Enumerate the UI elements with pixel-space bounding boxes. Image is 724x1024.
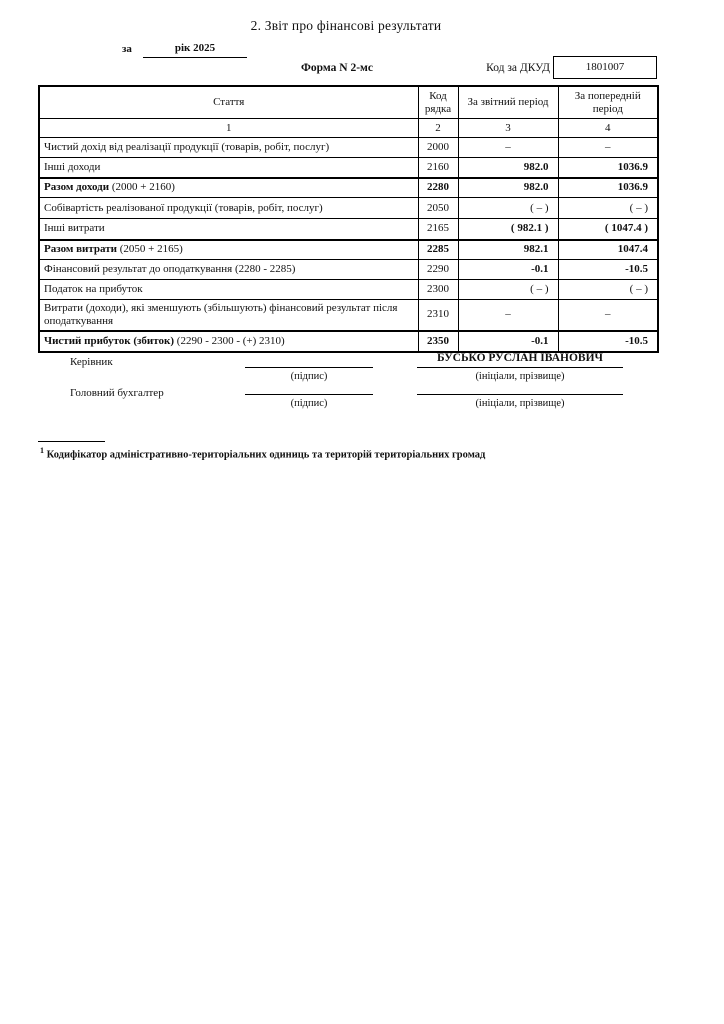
row-formula: (2000 + 2160) [111, 181, 175, 194]
period-value: рік 2025 [143, 42, 247, 58]
accountant-signature-line [245, 380, 373, 395]
row-label: Чистий дохід від реалізації продукції (т… [44, 141, 330, 153]
reporting-value: – [457, 137, 559, 158]
col-number-3: 3 [457, 118, 559, 138]
row-code: 2160 [417, 157, 459, 178]
row-label: Інші витрати [44, 222, 105, 235]
column-numbers-row: 1 2 3 4 [38, 118, 659, 138]
director-label: Керівник [70, 356, 113, 368]
table-header-row: Стаття Код рядка За звітний період За по… [38, 85, 659, 119]
previous-value: ( – ) [557, 197, 659, 219]
row-label: Разом доходи [44, 181, 110, 194]
director-name: БУСЬКО РУСЛАН ІВАНОВИЧ [417, 352, 623, 368]
col-header-article: Стаття [38, 85, 419, 119]
table-row-2050: Собівартість реалізованої продукції (тов… [38, 197, 659, 219]
previous-value: 1036.9 [557, 176, 659, 198]
initials-caption: (ініціали, прізвище) [475, 371, 565, 382]
col-header-code: Код рядка [417, 85, 459, 119]
row-code: 2000 [417, 137, 459, 158]
table-row-2300: Податок на прибуток 2300 ( – ) ( – ) [38, 279, 659, 300]
row-code: 2350 [417, 329, 459, 352]
row-code: 2290 [417, 259, 459, 280]
footnote-text: Кодифікатор адміністративно-територіальн… [46, 449, 486, 461]
table-row-2280: Разом доходи (2000 + 2160) 2280 982.0 10… [38, 176, 659, 198]
row-label: Чистий прибуток (збиток) [44, 334, 175, 347]
reporting-value: 982.1 [457, 238, 559, 260]
accountant-name-line [417, 380, 623, 395]
financial-results-table: Стаття Код рядка За звітний період За по… [38, 85, 659, 353]
row-label: Інші доходи [44, 160, 101, 173]
reporting-value: ( – ) [457, 197, 559, 219]
col-number-1: 1 [38, 118, 419, 138]
reporting-value: -0.1 [457, 259, 559, 280]
table-row-2290: Фінансовий результат до оподаткування (2… [38, 259, 659, 280]
row-code: 2310 [417, 299, 459, 331]
previous-value: ( – ) [557, 279, 659, 300]
signature-caption: (підпис) [290, 398, 328, 409]
reporting-value: – [457, 299, 559, 331]
reporting-value: 982.0 [457, 157, 559, 178]
previous-value: 1047.4 [557, 238, 659, 260]
row-code: 2280 [417, 176, 459, 198]
row-label: Податок на прибуток [44, 283, 143, 295]
table-row-2285: Разом витрати (2050 + 2165) 2285 982.1 1… [38, 238, 659, 260]
dkud-code-value: 1801007 [553, 56, 657, 79]
signature-caption: (підпис) [290, 371, 328, 382]
dkud-code-label: Код за ДКУД [486, 62, 550, 74]
footnote-divider [38, 441, 105, 442]
reporting-value: ( 982.1 ) [457, 218, 559, 240]
reporting-value: -0.1 [457, 329, 559, 352]
previous-value: -10.5 [557, 259, 659, 280]
page-title: 2. Звіт про фінансові результати [250, 18, 442, 33]
row-label: Витрати (доходи), які зменшують (збільшу… [44, 301, 398, 327]
director-signature-line [245, 353, 373, 368]
col-header-reporting: За звітний період [457, 85, 559, 119]
footnote: 1 Кодифікатор адміністративно-територіал… [40, 446, 600, 461]
row-formula: (2290 - 2300 - (+) 2310) [176, 334, 285, 347]
table-row-2160: Інші доходи 2160 982.0 1036.9 [38, 157, 659, 178]
col-number-4: 4 [557, 118, 659, 138]
col-number-2: 2 [417, 118, 459, 138]
previous-value: 1036.9 [557, 157, 659, 178]
initials-caption: (ініціали, прізвище) [475, 398, 565, 409]
accountant-label: Головний бухгалтер [70, 387, 164, 399]
previous-value: -10.5 [557, 329, 659, 352]
footnote-marker: 1 [40, 446, 44, 455]
table-row-2000: Чистий дохід від реалізації продукції (т… [38, 137, 659, 158]
row-formula: (2280 - 2285) [234, 263, 296, 275]
col-header-previous: За попередній період [557, 85, 659, 119]
row-code: 2165 [417, 218, 459, 240]
previous-value: – [557, 137, 659, 158]
reporting-value: ( – ) [457, 279, 559, 300]
row-label: Разом витрати [44, 243, 117, 256]
form-number-label: Форма N 2-мс [301, 62, 373, 74]
row-label: Фінансовий результат до оподаткування [44, 263, 233, 275]
row-formula: (2050 + 2165) [119, 243, 183, 256]
row-code: 2285 [417, 238, 459, 260]
reporting-value: 982.0 [457, 176, 559, 198]
previous-value: – [557, 299, 659, 331]
period-prefix: за [122, 43, 132, 55]
table-row-2310: Витрати (доходи), які зменшують (збільшу… [38, 299, 659, 331]
row-code: 2300 [417, 279, 459, 300]
row-code: 2050 [417, 197, 459, 219]
table-row-2350: Чистий прибуток (збиток) (2290 - 2300 - … [38, 329, 659, 352]
row-label: Собівартість реалізованої продукції (тов… [44, 201, 323, 214]
table-row-2165: Інші витрати 2165 ( 982.1 ) ( 1047.4 ) [38, 218, 659, 240]
previous-value: ( 1047.4 ) [557, 218, 659, 240]
